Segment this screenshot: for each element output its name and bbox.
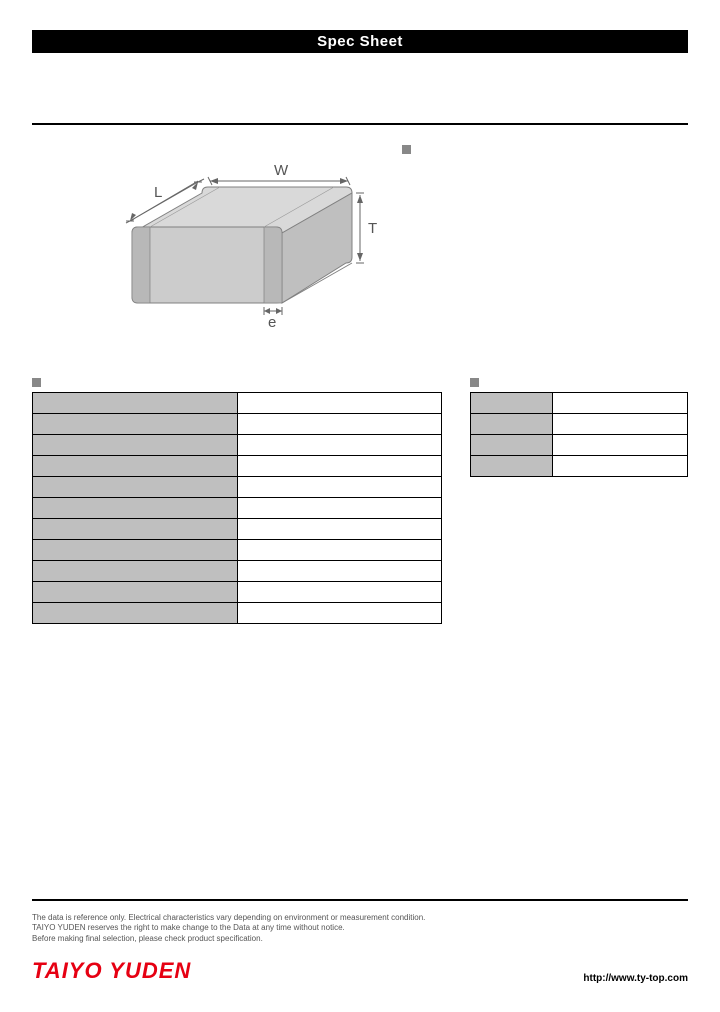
table-row <box>33 519 442 540</box>
feature-item: - <box>412 190 688 201</box>
spec-table <box>32 392 442 624</box>
bullet-icon <box>32 378 41 387</box>
table-row <box>33 456 442 477</box>
bullet-icon <box>402 145 411 154</box>
table-row <box>33 498 442 519</box>
table-row <box>33 582 442 603</box>
table-row <box>33 414 442 435</box>
feature-item: - <box>412 167 688 178</box>
dim-label-w: W <box>274 162 289 179</box>
brand-logo: TAIYO YUDEN <box>32 958 191 984</box>
features-heading <box>402 143 688 155</box>
bullet-icon <box>470 378 479 387</box>
table-row <box>471 435 688 456</box>
table-row <box>471 456 688 477</box>
table-row <box>33 561 442 582</box>
table-row <box>471 393 688 414</box>
disclaimer-text: The data is reference only. Electrical c… <box>32 913 688 944</box>
dim-label-t: T <box>368 220 377 237</box>
brand-url: http://www.ty-top.com <box>583 973 688 984</box>
divider-top <box>32 123 688 125</box>
feature-item: - <box>412 213 688 224</box>
table-row <box>33 477 442 498</box>
table-row <box>33 540 442 561</box>
spec-sheet-title: Spec Sheet <box>32 30 688 53</box>
dim-label-l: L <box>154 184 162 201</box>
dim-heading <box>470 376 688 388</box>
table-row <box>33 435 442 456</box>
table-row <box>471 414 688 435</box>
dimensions-table <box>470 392 688 477</box>
divider-bottom <box>32 899 688 901</box>
table-row <box>33 393 442 414</box>
dim-label-e: e <box>268 314 276 331</box>
component-diagram: L W T <box>32 143 362 336</box>
table-row <box>33 603 442 624</box>
spec-heading <box>32 376 442 388</box>
